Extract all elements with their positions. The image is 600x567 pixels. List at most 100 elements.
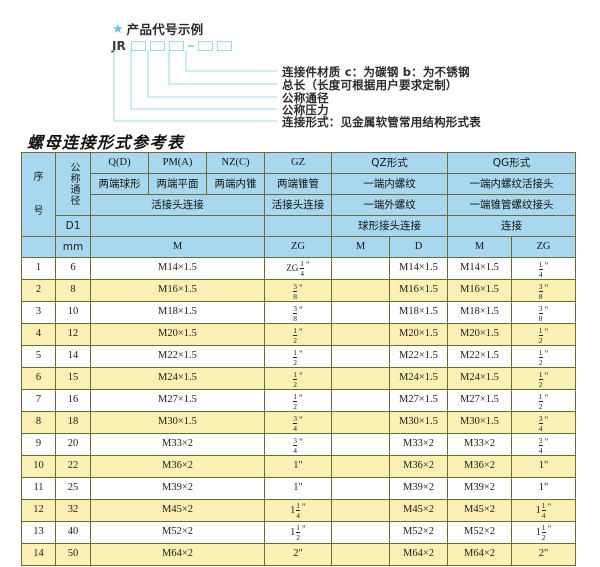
- cell-seq: 3: [21, 301, 56, 324]
- header-unit-zg-qg: ZG: [511, 236, 576, 258]
- cell-qz-d: M30×1.5: [389, 411, 448, 434]
- code-label-nominal-bore: 公称通径: [282, 91, 329, 105]
- cell-qz-d: M45×2: [389, 499, 448, 522]
- cell-qz-d: M14×1.5: [389, 257, 448, 280]
- cell-m-left: M27×1.5: [90, 389, 265, 412]
- header-unit-d-qz: D: [389, 236, 448, 258]
- cell-qg-m: M18×1.5: [447, 301, 512, 324]
- cell-qz-d: M24×1.5: [389, 367, 448, 390]
- cell-m-left: M30×1.5: [90, 411, 265, 434]
- cell-qz-blank: [331, 433, 390, 456]
- table-header-row-4: D1 球形接头连接 连接: [22, 215, 576, 237]
- table-title: 螺母连接形式参考表: [27, 133, 185, 152]
- table-header-row-1: 序 号 公称通径 Q(D) PM(A) NZ(C) GZ QZ形式 QG形式: [21, 152, 576, 237]
- header-unit-m-qg: M: [447, 236, 512, 258]
- cell-qz-blank: [331, 323, 390, 346]
- cell-qg-zg: 1 1 2 ": [511, 521, 576, 544]
- leader-lines: [113, 50, 277, 122]
- cell-seq: 7: [21, 389, 56, 412]
- cell-qg-m: M14×1.5: [447, 257, 512, 280]
- cell-qz-blank: [331, 279, 390, 302]
- cell-bore: 14: [55, 345, 91, 368]
- nut-connection-spec-table: 序 号 公称通径 Q(D) PM(A) NZ(C) GZ QZ形式 QG形式 两…: [21, 152, 576, 566]
- cell-gz: 1 2 ": [264, 345, 332, 368]
- cell-qg-zg: 1 2 ": [511, 367, 576, 390]
- cell-qg-m: M39×2: [447, 477, 512, 500]
- header-gz-union: 活接头连接: [264, 194, 332, 216]
- table-row: 1 6 M14×1.5 ZG 1 4 " M14×1.5 M14×1.5 1 4 ": [21, 257, 576, 280]
- cell-qz-blank: [331, 367, 390, 390]
- table-row: 11 25 M39×2 1" M39×2 M39×2 1": [21, 477, 576, 500]
- cell-m-left: M45×2: [90, 499, 265, 522]
- cell-qg-m: M24×1.5: [447, 367, 512, 390]
- header-qg-desc: 一端内螺纹活接头: [447, 173, 576, 195]
- cell-bore: 40: [55, 521, 91, 544]
- cell-seq: 4: [21, 323, 56, 346]
- cell-gz: 1": [264, 477, 332, 500]
- cell-gz: 1 1 4 ": [264, 499, 332, 522]
- cell-qg-m: M45×2: [447, 499, 512, 522]
- cell-qg-m: M52×2: [447, 521, 512, 544]
- cell-qz-blank: [331, 389, 390, 412]
- table-header-row-units: mm M ZG M D M ZG: [21, 236, 576, 258]
- table-row: 4 12 M20×1.5 1 2 " M20×1.5 M20×1.5 1 2 ": [21, 323, 576, 346]
- header-nzc-desc: 两端内锥: [206, 173, 265, 195]
- cell-qg-zg: 1": [511, 455, 576, 478]
- cell-gz: 1 2 ": [264, 367, 332, 390]
- code-label-total-length: 总长（长度可根据用户要求定制）: [282, 78, 458, 92]
- cell-seq: 13: [21, 521, 56, 544]
- code-box-5: [216, 41, 232, 51]
- code-box-3: [168, 41, 184, 51]
- cell-qz-blank: [331, 499, 390, 522]
- header-seq-line1: 序: [33, 172, 44, 183]
- header-group-qd: Q(D): [90, 152, 149, 174]
- cell-qz-d: M16×1.5: [389, 279, 448, 302]
- cell-qg-m: M16×1.5: [447, 279, 512, 302]
- table-row: 2 8 M16×1.5 3 8 " M16×1.5 M16×1.5 3 8 ": [21, 279, 576, 302]
- cell-gz: 3 4 ": [264, 411, 332, 434]
- cell-bore: 50: [55, 543, 91, 566]
- cell-qg-zg: 3 4 ": [511, 411, 576, 434]
- cell-gz: 1": [264, 455, 332, 478]
- cell-m-left: M33×2: [90, 433, 265, 456]
- cell-qg-zg: 1 1 4 ": [511, 499, 576, 522]
- cell-seq: 10: [21, 455, 56, 478]
- cell-qz-blank: [331, 257, 390, 280]
- cell-bore: 18: [55, 411, 91, 434]
- cell-seq: 9: [21, 433, 56, 456]
- header-nominal-bore-label: 公称通径: [68, 162, 79, 206]
- table-row: 14 50 M64×2 2" M64×2 M64×2 2": [21, 543, 576, 566]
- cell-seq: 14: [21, 543, 56, 566]
- cell-seq: 11: [21, 477, 56, 500]
- table-row: 12 32 M45×2 1 1 4 " M45×2 M45×2 1 1 4 ": [21, 499, 576, 522]
- cell-seq: 1: [21, 257, 56, 280]
- cell-qz-d: M20×1.5: [389, 323, 448, 346]
- product-code-string: JR: [112, 39, 236, 53]
- cell-qz-blank: [331, 477, 390, 500]
- cell-bore: 15: [55, 367, 91, 390]
- cell-qg-zg: 1": [511, 477, 576, 500]
- header-qz-desc: 一端内螺纹: [331, 173, 448, 195]
- cell-bore: 32: [55, 499, 91, 522]
- cell-qz-d: M64×2: [389, 543, 448, 566]
- cell-gz: 1 2 ": [264, 323, 332, 346]
- table-row: 7 16 M27×1.5 1 2 " M27×1.5 M27×1.5 1 2 ": [21, 389, 576, 412]
- header-left-union: 活接头连接: [90, 194, 265, 216]
- cell-m-left: M64×2: [90, 543, 265, 566]
- product-code-heading: ★ 产品代号示例: [112, 19, 203, 38]
- cell-bore: 22: [55, 455, 91, 478]
- code-box-2: [149, 41, 165, 51]
- star-icon: ★: [112, 21, 124, 36]
- table-row: 10 22 M36×2 1" M36×2 M36×2 1": [21, 455, 576, 478]
- header-group-qz: QZ形式: [331, 152, 448, 174]
- cell-qz-d: M22×1.5: [389, 345, 448, 368]
- cell-qz-blank: [331, 543, 390, 566]
- code-prefix-jr: JR: [112, 39, 126, 53]
- header-qz-ball-joint: 球形接头连接: [331, 215, 448, 237]
- header-unit-zg-gz: ZG: [264, 236, 332, 258]
- header-qz-ext-thread: 一端外螺纹: [331, 194, 448, 216]
- cell-qg-m: M36×2: [447, 455, 512, 478]
- cell-gz: 2": [264, 543, 332, 566]
- cell-bore: 6: [55, 257, 91, 280]
- cell-m-left: M20×1.5: [90, 323, 265, 346]
